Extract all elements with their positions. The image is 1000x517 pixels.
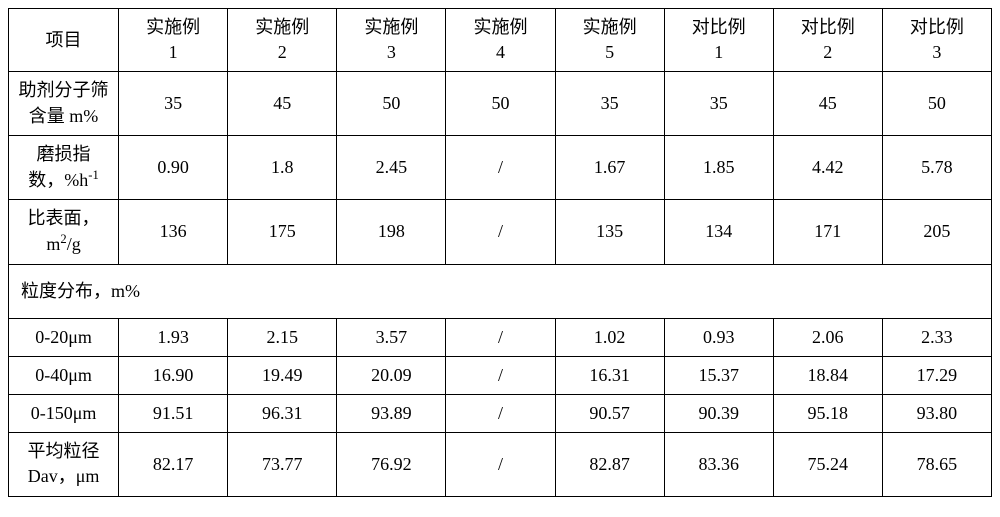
header-col-7: 对比例2: [773, 9, 882, 72]
data-cell: 0.90: [119, 135, 228, 199]
data-cell: /: [446, 318, 555, 356]
header-col-6: 对比例1: [664, 9, 773, 72]
data-cell: 95.18: [773, 395, 882, 433]
data-cell: 18.84: [773, 356, 882, 394]
row-label: 比表面，m2/g: [9, 200, 119, 264]
data-cell: 93.80: [882, 395, 991, 433]
table-row: 0-20μm1.932.153.57/1.020.932.062.33: [9, 318, 992, 356]
table-header: 项目实施例1实施例2实施例3实施例4实施例5对比例1对比例2对比例3: [9, 9, 992, 72]
table-row: 助剂分子筛含量 m%3545505035354550: [9, 72, 992, 135]
data-cell: 1.85: [664, 135, 773, 199]
data-cell: 50: [882, 72, 991, 135]
data-cell: /: [446, 200, 555, 264]
data-cell: 175: [228, 200, 337, 264]
data-cell: 134: [664, 200, 773, 264]
data-cell: 19.49: [228, 356, 337, 394]
data-cell: 1.02: [555, 318, 664, 356]
data-cell: 2.33: [882, 318, 991, 356]
data-cell: 35: [119, 72, 228, 135]
data-cell: 4.42: [773, 135, 882, 199]
data-cell: 20.09: [337, 356, 446, 394]
row-label: 磨损指数，%h-1: [9, 135, 119, 199]
header-col-4: 实施例4: [446, 9, 555, 72]
data-cell: 50: [446, 72, 555, 135]
data-cell: 45: [773, 72, 882, 135]
header-col-8: 对比例3: [882, 9, 991, 72]
data-cell: 171: [773, 200, 882, 264]
data-cell: /: [446, 433, 555, 496]
table-row: 平均粒径Dav，μm82.1773.7776.92/82.8783.3675.2…: [9, 433, 992, 496]
data-cell: 135: [555, 200, 664, 264]
data-cell: 35: [555, 72, 664, 135]
data-cell: 78.65: [882, 433, 991, 496]
row-label: 0-20μm: [9, 318, 119, 356]
data-cell: 5.78: [882, 135, 991, 199]
table-row: 0-150μm91.5196.3193.89/90.5790.3995.1893…: [9, 395, 992, 433]
table-header-row: 项目实施例1实施例2实施例3实施例4实施例5对比例1对比例2对比例3: [9, 9, 992, 72]
data-cell: 3.57: [337, 318, 446, 356]
data-cell: 15.37: [664, 356, 773, 394]
section-row: 粒度分布，m%: [9, 264, 992, 318]
data-cell: 82.17: [119, 433, 228, 496]
data-cell: 73.77: [228, 433, 337, 496]
data-cell: 198: [337, 200, 446, 264]
data-cell: /: [446, 356, 555, 394]
header-col-1: 实施例1: [119, 9, 228, 72]
data-cell: 82.87: [555, 433, 664, 496]
data-cell: 83.36: [664, 433, 773, 496]
data-cell: 2.15: [228, 318, 337, 356]
table-row: 比表面，m2/g136175198/135134171205: [9, 200, 992, 264]
section-label: 粒度分布，m%: [9, 264, 992, 318]
data-table: 项目实施例1实施例2实施例3实施例4实施例5对比例1对比例2对比例3 助剂分子筛…: [8, 8, 992, 497]
table-body: 助剂分子筛含量 m%3545505035354550磨损指数，%h-10.901…: [9, 72, 992, 496]
data-cell: 16.90: [119, 356, 228, 394]
data-cell: 2.06: [773, 318, 882, 356]
data-cell: 91.51: [119, 395, 228, 433]
data-cell: 45: [228, 72, 337, 135]
data-cell: 76.92: [337, 433, 446, 496]
data-cell: 96.31: [228, 395, 337, 433]
data-cell: /: [446, 395, 555, 433]
header-col-5: 实施例5: [555, 9, 664, 72]
table-row: 0-40μm16.9019.4920.09/16.3115.3718.8417.…: [9, 356, 992, 394]
row-label: 0-150μm: [9, 395, 119, 433]
data-cell: 93.89: [337, 395, 446, 433]
data-cell: 35: [664, 72, 773, 135]
data-cell: 205: [882, 200, 991, 264]
data-cell: 75.24: [773, 433, 882, 496]
row-label: 0-40μm: [9, 356, 119, 394]
row-label: 助剂分子筛含量 m%: [9, 72, 119, 135]
data-cell: 1.8: [228, 135, 337, 199]
data-cell: 90.57: [555, 395, 664, 433]
data-cell: 1.67: [555, 135, 664, 199]
data-cell: 16.31: [555, 356, 664, 394]
data-cell: 1.93: [119, 318, 228, 356]
data-cell: 2.45: [337, 135, 446, 199]
header-col-2: 实施例2: [228, 9, 337, 72]
data-cell: 90.39: [664, 395, 773, 433]
data-cell: 136: [119, 200, 228, 264]
data-cell: /: [446, 135, 555, 199]
header-item-label: 项目: [9, 9, 119, 72]
data-cell: 50: [337, 72, 446, 135]
header-col-3: 实施例3: [337, 9, 446, 72]
row-label: 平均粒径Dav，μm: [9, 433, 119, 496]
data-cell: 0.93: [664, 318, 773, 356]
data-cell: 17.29: [882, 356, 991, 394]
table-row: 磨损指数，%h-10.901.82.45/1.671.854.425.78: [9, 135, 992, 199]
